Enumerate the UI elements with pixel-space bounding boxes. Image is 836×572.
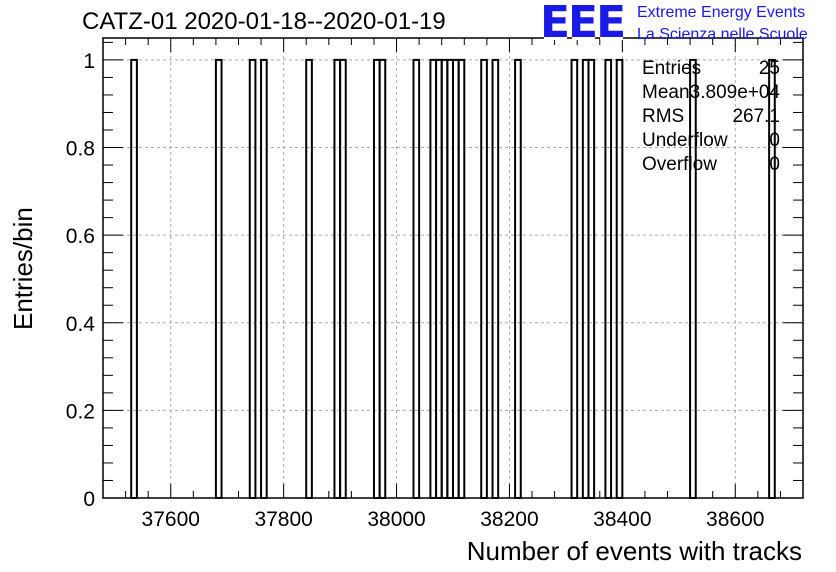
stats-key: RMS	[642, 106, 685, 127]
stats-row-mean: Mean 3.809e+04	[642, 82, 780, 106]
x-tick-label: 37600	[142, 508, 200, 531]
stats-value: 0	[769, 130, 780, 151]
stats-value: 0	[769, 154, 780, 175]
y-tick-label: 0	[83, 488, 95, 511]
plot-frame	[102, 37, 804, 499]
y-tick-label: 0.8	[66, 138, 95, 161]
stats-value: 3.809e+04	[689, 82, 780, 103]
logo-mark: EEE	[540, 0, 626, 48]
histogram-bar	[130, 58, 138, 500]
stats-row-entries: Entries 25	[642, 58, 780, 82]
histogram-bar	[480, 58, 488, 500]
stats-key: Underflow	[642, 130, 728, 151]
histogram-bar	[615, 58, 624, 500]
stats-row-underflow: Underflow 0	[642, 130, 780, 154]
stats-key: Entries	[642, 58, 702, 79]
histogram-bar	[339, 58, 347, 500]
stats-row-rms: RMS 267.1	[642, 106, 780, 130]
histogram-bar	[260, 58, 268, 500]
y-tick-label: 1	[83, 50, 95, 73]
histogram-bar	[378, 58, 387, 500]
stats-box: Entries 25 Mean 3.809e+04 RMS 267.1 Unde…	[642, 58, 780, 178]
x-tick-label: 38400	[593, 508, 651, 531]
histogram-bar	[457, 58, 466, 500]
logo-line-2: La Scienza nelle Scuole	[637, 26, 808, 43]
x-tick-label: 38000	[367, 508, 425, 531]
histogram-bar	[514, 58, 522, 500]
stats-key: Mean	[642, 82, 690, 103]
histogram-bar	[587, 58, 596, 500]
histogram-bar	[248, 58, 257, 500]
stats-value: 25	[758, 58, 780, 79]
x-tick-label: 38200	[480, 508, 538, 531]
histogram-bar	[570, 58, 579, 500]
histogram-bar	[305, 58, 313, 500]
y-tick-label: 0.2	[66, 400, 95, 423]
x-tick-label: 37800	[254, 508, 312, 531]
logo-line-1: Extreme Energy Events	[637, 4, 806, 21]
histogram-bar	[604, 58, 613, 500]
histogram-bar	[491, 58, 500, 500]
stats-row-overflow: Overflow 0	[642, 154, 780, 178]
y-axis-label: Entries/bin	[8, 207, 38, 330]
stats-value: 267.1	[732, 106, 780, 127]
stats-key: Overflow	[642, 154, 717, 175]
x-axis-label: Number of events with tracks	[466, 536, 802, 566]
y-tick-label: 0.4	[66, 313, 96, 336]
histogram-bar	[412, 58, 421, 500]
x-tick-label: 38600	[706, 508, 764, 531]
histogram-bar	[214, 58, 223, 500]
chart-title: CATZ-01 2020-01-18--2020-01-19	[82, 8, 446, 35]
y-tick-label: 0.6	[66, 225, 95, 248]
